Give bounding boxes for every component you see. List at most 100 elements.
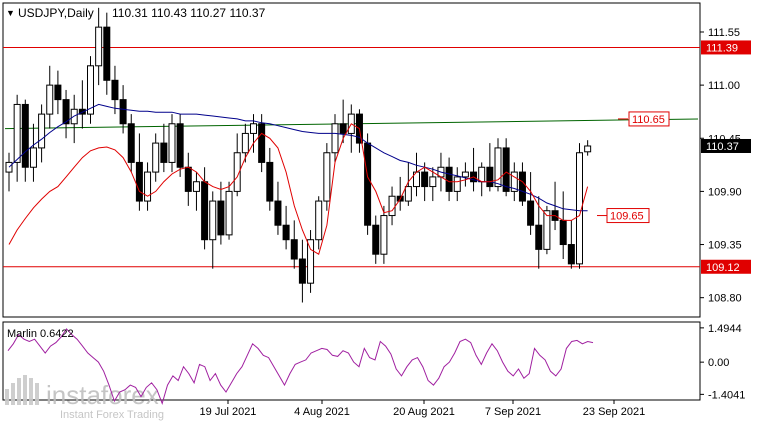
- watermark-tagline: Instant Forex Trading: [60, 409, 164, 421]
- candle-body: [510, 171, 518, 192]
- candle-body: [111, 79, 119, 101]
- current-price-label: 110.37: [706, 141, 739, 153]
- y-tick-label: -1.4041: [708, 389, 745, 401]
- candle-body: [535, 224, 543, 250]
- candle-body: [567, 244, 575, 265]
- candle: [535, 196, 543, 269]
- candle-body: [192, 181, 200, 192]
- x-tick-label: 4 Aug 2021: [294, 406, 350, 418]
- candle-body: [225, 190, 233, 236]
- candle: [46, 65, 54, 129]
- candle: [290, 220, 298, 269]
- candle: [298, 239, 306, 303]
- candle-body: [576, 152, 583, 265]
- candle-body: [478, 166, 486, 183]
- time-axis: 19 Jul 2021 4 Aug 2021 20 Aug 2021 7 Sep 20…: [200, 400, 645, 418]
- candle-body: [290, 239, 298, 260]
- candle: [258, 114, 266, 173]
- candle: [62, 89, 70, 139]
- y-tick-label: 109.90: [708, 186, 742, 198]
- ohlc-values: 110.31 110.43 110.27 110.37: [112, 6, 266, 20]
- candle: [13, 94, 21, 182]
- candle-body: [95, 26, 103, 67]
- current-price-tag: [701, 138, 751, 153]
- candle-body: [201, 181, 209, 241]
- candle-body: [274, 200, 282, 226]
- candle-body: [250, 123, 257, 134]
- horizontal-levels: [3, 46, 700, 268]
- candle-body: [209, 200, 217, 241]
- oscillator-line: [7, 328, 594, 405]
- candle: [135, 133, 143, 211]
- candle-body: [144, 171, 152, 202]
- candle-body: [266, 161, 274, 202]
- candle: [404, 162, 412, 206]
- candle-body: [331, 123, 339, 154]
- candle-body: [241, 132, 249, 154]
- level-price-label: 109.12: [706, 262, 740, 274]
- y-tick-label: 1.4944: [708, 323, 742, 335]
- candle: [421, 162, 429, 202]
- candle: [103, 12, 111, 95]
- candle-body: [46, 84, 54, 115]
- candle-body: [13, 103, 21, 163]
- candle: [543, 205, 551, 255]
- candle-body: [103, 26, 111, 81]
- candle-body: [421, 171, 429, 188]
- candle-body: [127, 123, 135, 163]
- x-tick-label: 7 Sep 2021: [485, 406, 541, 418]
- candle-body: [217, 200, 225, 236]
- candle: [111, 65, 119, 115]
- candle-body: [323, 152, 331, 202]
- oscillator-series: [7, 328, 594, 405]
- candle-body: [494, 147, 502, 188]
- candle-body: [453, 176, 461, 192]
- candle-body: [364, 142, 372, 226]
- instaforex-logo-icon: [5, 375, 39, 405]
- candle: [576, 143, 583, 269]
- candle-body: [486, 166, 494, 188]
- candle: [5, 152, 13, 192]
- candle-body: [380, 215, 388, 255]
- candle: [567, 220, 575, 269]
- x-tick-label: 20 Aug 2021: [393, 406, 455, 418]
- candle: [445, 157, 453, 202]
- indicator-label: Marlin 0.6422: [7, 328, 74, 340]
- price-tags: 111.39 109.12 110.65 109.65 110.37: [597, 40, 751, 274]
- candle-body: [5, 161, 13, 173]
- y-tick-label: 111.00: [708, 80, 740, 92]
- moving-average-red: [8, 123, 589, 255]
- candle: [461, 162, 469, 187]
- candle-body: [429, 176, 437, 188]
- candle-body: [258, 123, 266, 163]
- candle-body: [527, 200, 535, 226]
- candle: [494, 138, 502, 192]
- x-tick-label: 23 Sep 2021: [583, 406, 645, 418]
- candle: [518, 162, 526, 206]
- candle: [307, 230, 315, 293]
- symbol-timeframe: USDJPY,Daily: [18, 6, 94, 20]
- y-tick-label: 0.00: [708, 357, 729, 369]
- candle: [274, 181, 282, 235]
- candle-body: [339, 123, 347, 134]
- candle-body: [307, 239, 315, 284]
- candle-body: [584, 145, 592, 153]
- candle-body: [160, 142, 168, 163]
- candle-body: [38, 113, 46, 149]
- candle: [152, 133, 160, 182]
- y-tick-label: 111.55: [708, 27, 740, 39]
- level-price-tag: [701, 259, 751, 274]
- candle-body: [119, 99, 127, 125]
- candle: [144, 162, 152, 211]
- candle: [54, 70, 62, 115]
- candle-body: [518, 171, 526, 202]
- candle: [527, 172, 535, 235]
- candle: [209, 191, 217, 269]
- candle: [29, 123, 37, 182]
- candle: [486, 143, 494, 192]
- candle-body: [233, 152, 241, 192]
- chart-down-triangle-icon[interactable]: ▼: [6, 8, 15, 18]
- candle: [372, 215, 380, 264]
- candle-body: [445, 166, 453, 192]
- y-tick-label: 109.35: [708, 240, 742, 252]
